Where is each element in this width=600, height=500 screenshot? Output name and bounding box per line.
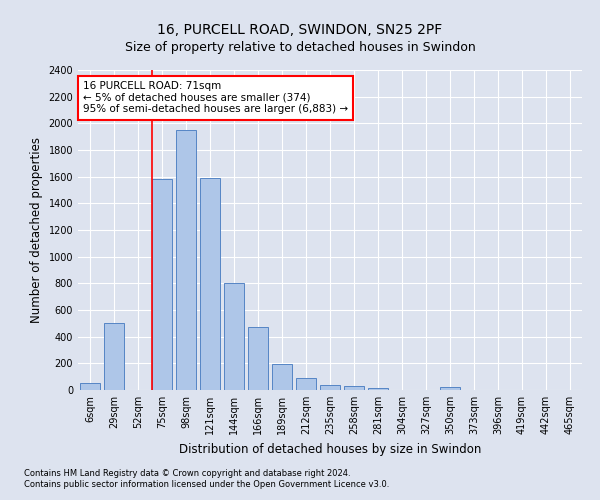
Text: 16, PURCELL ROAD, SWINDON, SN25 2PF: 16, PURCELL ROAD, SWINDON, SN25 2PF — [157, 22, 443, 36]
Text: Contains HM Land Registry data © Crown copyright and database right 2024.: Contains HM Land Registry data © Crown c… — [24, 468, 350, 477]
Bar — [272, 364, 292, 390]
Bar — [344, 386, 364, 390]
Bar — [80, 382, 100, 390]
Bar — [248, 328, 268, 390]
Bar — [176, 130, 196, 390]
Bar — [320, 386, 340, 390]
Bar — [224, 284, 244, 390]
Text: 16 PURCELL ROAD: 71sqm
← 5% of detached houses are smaller (374)
95% of semi-det: 16 PURCELL ROAD: 71sqm ← 5% of detached … — [83, 81, 348, 114]
Bar — [296, 378, 316, 390]
Bar — [200, 178, 220, 390]
Text: Contains public sector information licensed under the Open Government Licence v3: Contains public sector information licen… — [24, 480, 389, 489]
X-axis label: Distribution of detached houses by size in Swindon: Distribution of detached houses by size … — [179, 442, 481, 456]
Y-axis label: Number of detached properties: Number of detached properties — [30, 137, 43, 323]
Bar — [152, 180, 172, 390]
Bar — [104, 324, 124, 390]
Bar — [440, 388, 460, 390]
Bar — [368, 388, 388, 390]
Text: Size of property relative to detached houses in Swindon: Size of property relative to detached ho… — [125, 41, 475, 54]
